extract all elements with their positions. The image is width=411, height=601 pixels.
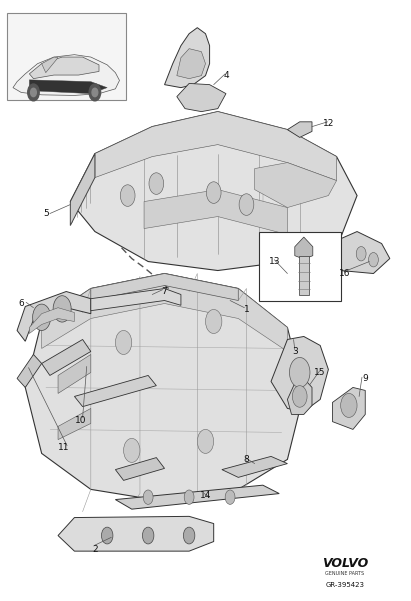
- Polygon shape: [287, 379, 312, 415]
- Circle shape: [341, 394, 357, 418]
- Circle shape: [143, 490, 153, 504]
- Circle shape: [32, 304, 51, 331]
- Bar: [7, 13, 126, 100]
- Circle shape: [369, 252, 379, 267]
- Polygon shape: [42, 273, 287, 352]
- Text: 1: 1: [244, 305, 249, 314]
- Polygon shape: [29, 57, 99, 79]
- Polygon shape: [271, 337, 328, 412]
- Text: 11: 11: [58, 443, 70, 452]
- Circle shape: [102, 527, 113, 544]
- Circle shape: [197, 430, 214, 453]
- Text: 12: 12: [323, 119, 334, 128]
- Polygon shape: [42, 340, 91, 376]
- Polygon shape: [144, 189, 287, 234]
- Bar: [259, 231, 341, 300]
- Polygon shape: [17, 291, 91, 341]
- Text: GR-395423: GR-395423: [325, 582, 364, 588]
- Text: VOLVO: VOLVO: [322, 557, 368, 570]
- Text: 5: 5: [43, 209, 48, 218]
- Polygon shape: [255, 163, 337, 207]
- Circle shape: [89, 84, 101, 101]
- Text: 13: 13: [269, 257, 281, 266]
- Text: 7: 7: [162, 287, 167, 296]
- Text: 14: 14: [200, 491, 211, 500]
- Polygon shape: [95, 112, 337, 180]
- Circle shape: [115, 331, 132, 355]
- Text: 15: 15: [314, 368, 326, 377]
- Polygon shape: [115, 485, 279, 509]
- Circle shape: [30, 88, 36, 97]
- Circle shape: [28, 84, 39, 101]
- Polygon shape: [287, 122, 312, 138]
- Circle shape: [184, 490, 194, 504]
- Polygon shape: [222, 456, 287, 477]
- Circle shape: [149, 172, 164, 194]
- Circle shape: [206, 310, 222, 334]
- Circle shape: [120, 185, 135, 206]
- Circle shape: [183, 527, 195, 544]
- Text: 8: 8: [244, 455, 249, 464]
- Polygon shape: [17, 355, 42, 388]
- Polygon shape: [177, 84, 226, 112]
- Text: 6: 6: [18, 299, 24, 308]
- Polygon shape: [91, 288, 181, 311]
- Text: GENUINE PARTS: GENUINE PARTS: [325, 572, 364, 576]
- Circle shape: [143, 527, 154, 544]
- Circle shape: [92, 88, 98, 97]
- Circle shape: [53, 296, 71, 322]
- Polygon shape: [164, 28, 210, 88]
- Polygon shape: [58, 355, 91, 394]
- Polygon shape: [58, 516, 214, 551]
- Polygon shape: [25, 273, 304, 501]
- Circle shape: [239, 194, 254, 215]
- Text: 2: 2: [92, 545, 98, 554]
- Circle shape: [292, 386, 307, 407]
- Polygon shape: [13, 55, 120, 96]
- Text: 10: 10: [75, 416, 86, 425]
- Polygon shape: [29, 80, 107, 94]
- Polygon shape: [295, 237, 313, 259]
- Circle shape: [206, 182, 221, 203]
- Polygon shape: [177, 49, 206, 79]
- Polygon shape: [299, 255, 309, 295]
- Polygon shape: [337, 231, 390, 273]
- Polygon shape: [91, 273, 238, 300]
- Polygon shape: [70, 112, 357, 270]
- Polygon shape: [58, 409, 91, 439]
- Polygon shape: [74, 376, 156, 407]
- Circle shape: [289, 358, 310, 388]
- Circle shape: [356, 246, 366, 261]
- Text: 4: 4: [223, 71, 229, 80]
- Polygon shape: [42, 57, 58, 73]
- Polygon shape: [115, 457, 164, 480]
- Polygon shape: [29, 308, 74, 334]
- Polygon shape: [70, 154, 95, 225]
- Circle shape: [124, 438, 140, 462]
- Text: 9: 9: [363, 374, 368, 383]
- Text: 3: 3: [293, 347, 298, 356]
- Polygon shape: [332, 388, 365, 430]
- Circle shape: [225, 490, 235, 504]
- Text: 16: 16: [339, 269, 351, 278]
